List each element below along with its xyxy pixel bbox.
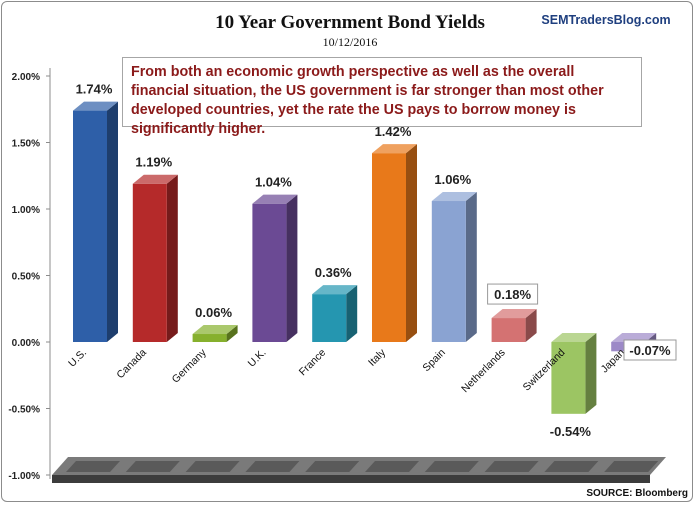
bar-front [431, 201, 466, 342]
floor-tile [66, 461, 120, 472]
bar-top [491, 309, 537, 319]
bar [132, 174, 178, 342]
bar-front [372, 153, 406, 342]
bar-top [132, 174, 178, 184]
bar-side [346, 285, 358, 342]
floor-tile [604, 461, 659, 472]
data-label-box [623, 339, 677, 361]
bar-side [166, 174, 178, 342]
bar [252, 194, 298, 342]
bar-top [551, 333, 597, 342]
category-label: U.S. [66, 347, 89, 370]
bar [312, 285, 358, 342]
chart-subtitle: 10/12/2016 [323, 35, 378, 49]
bar-top [372, 144, 417, 154]
data-label: 1.06% [434, 172, 471, 187]
bar-front [192, 334, 227, 342]
bar-front [132, 183, 167, 342]
y-tick-label: 1.00% [12, 205, 40, 216]
bar-top [252, 194, 298, 204]
floor-tile [245, 461, 300, 472]
bar-side [286, 194, 298, 342]
y-tick-label: 2.00% [12, 72, 40, 83]
floor-tile [305, 461, 360, 472]
bar [551, 333, 597, 414]
y-tick-label: 0.00% [12, 338, 40, 349]
y-tick-label: 0.50% [12, 272, 40, 283]
y-tick-label: 1.50% [12, 139, 40, 150]
data-labels: 1.74% 1.19% 0.06% 1.04% 0.36% 1.42% 1.06% 0.18%… [76, 82, 677, 439]
category-label: France [297, 347, 329, 379]
bar [192, 325, 238, 342]
source-label: SOURCE: Bloomberg [586, 488, 688, 499]
floor-tile [185, 461, 240, 472]
data-label: -0.07% [629, 343, 671, 358]
brand-label: SEMTradersBlog.com [541, 13, 670, 27]
bar-front [252, 203, 287, 342]
bar [73, 101, 118, 342]
y-axis-ticks: 2.00% 1.50% 1.00% 0.50% 0.00% -0.50% -1.00% [8, 72, 50, 482]
data-label: 1.42% [375, 124, 412, 139]
data-label: 1.04% [255, 175, 292, 190]
y-tick-label: -0.50% [8, 405, 40, 416]
bar [372, 144, 417, 342]
floor-tile [484, 461, 539, 472]
data-label: -0.54% [550, 424, 592, 439]
floor-tile [125, 461, 180, 472]
data-label: 0.06% [195, 305, 232, 320]
data-label-box [487, 283, 539, 305]
data-label: 1.74% [76, 82, 113, 97]
data-label: 1.19% [135, 155, 172, 170]
bars-group [73, 101, 657, 414]
floor-tile [365, 461, 419, 472]
floor-front [52, 475, 650, 483]
bar-front [312, 294, 347, 342]
category-label: Netherlands [459, 347, 508, 396]
category-label: Canada [114, 347, 149, 382]
bar-front [73, 110, 107, 342]
bar-side [465, 192, 477, 342]
bar-top [312, 285, 358, 295]
category-label: Italy [366, 346, 389, 369]
chart-title: 10 Year Government Bond Yields [215, 12, 485, 33]
bar-side [525, 309, 537, 342]
bar-front [551, 342, 586, 414]
bar-side [585, 333, 597, 414]
bar-side [107, 101, 118, 342]
bar [431, 192, 477, 342]
bar-side [226, 325, 238, 342]
bar-side [406, 144, 417, 342]
category-label: Germany [170, 346, 210, 386]
bar-top [431, 192, 477, 202]
data-label: 0.18% [494, 287, 531, 302]
bar-top [192, 325, 238, 335]
category-label: Spain [420, 347, 448, 375]
data-label: 0.36% [315, 265, 352, 280]
bar [491, 309, 537, 342]
y-tick-label: -1.00% [8, 471, 40, 482]
chart-floor [52, 457, 666, 483]
bar-front [491, 318, 526, 342]
floor-tile [424, 461, 479, 472]
floor-tile [544, 461, 599, 472]
category-labels: U.S. Canada Germany U.K. France Italy Spain Net… [66, 346, 627, 395]
bar-top [73, 101, 118, 111]
annotation-box: From both an economic growth perspective… [122, 57, 642, 137]
category-label: U.K. [246, 347, 269, 370]
